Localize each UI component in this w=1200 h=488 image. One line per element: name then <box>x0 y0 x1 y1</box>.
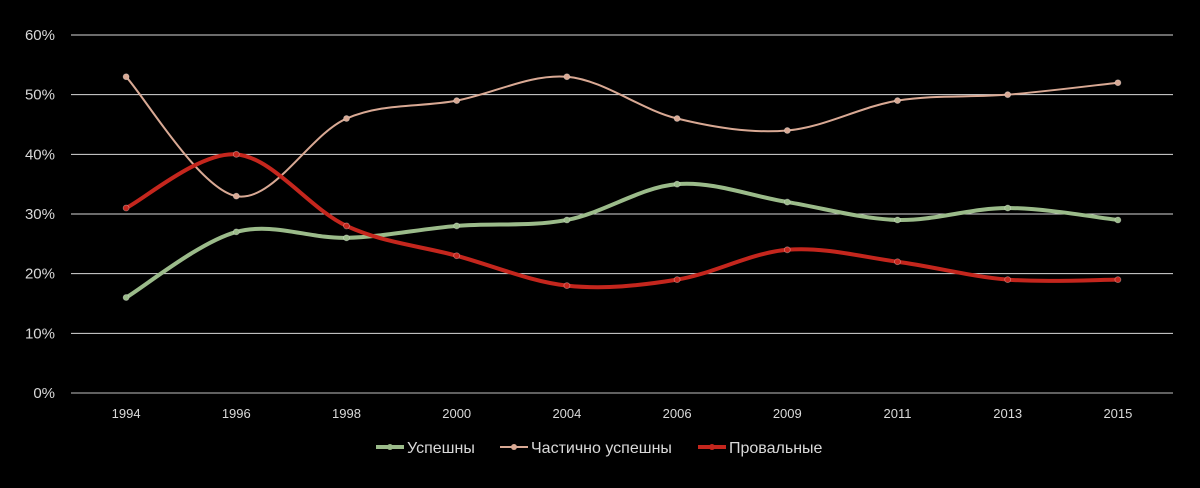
y-tick-label: 50% <box>25 87 55 104</box>
y-tick-label: 20% <box>25 266 55 283</box>
data-point <box>1114 79 1122 87</box>
legend-label: Успешны <box>407 440 475 457</box>
y-tick-label: 40% <box>25 146 55 163</box>
data-point <box>343 222 350 230</box>
legend-item: Успешны <box>376 440 475 457</box>
x-tick-label: 2009 <box>773 406 802 421</box>
data-point <box>1114 276 1122 284</box>
gridlines <box>71 34 1173 394</box>
y-tick-label: 10% <box>25 325 55 342</box>
data-point <box>783 127 791 134</box>
data-point <box>122 73 130 81</box>
x-tick-label: 2006 <box>663 406 692 421</box>
legend-item: Частично успешны <box>500 440 672 457</box>
data-point <box>894 258 901 266</box>
series-0 <box>122 180 1122 301</box>
data-point <box>783 246 791 254</box>
legend-label: Частично успешны <box>531 440 672 457</box>
x-tick-label: 2015 <box>1103 406 1132 421</box>
legend: Успешны Частично успешны Провальные <box>376 440 823 457</box>
legend-marker <box>387 444 393 450</box>
data-point <box>1004 276 1012 284</box>
legend-marker <box>511 444 517 450</box>
data-point <box>232 228 240 236</box>
x-tick-label: 1998 <box>332 406 361 421</box>
x-tick-label: 2004 <box>552 406 581 421</box>
data-point <box>343 234 350 242</box>
data-point <box>894 97 901 105</box>
data-point <box>122 294 130 301</box>
legend-label: Провальные <box>729 440 823 457</box>
x-tick-label: 1994 <box>112 406 141 421</box>
data-point <box>232 150 240 158</box>
data-point <box>783 198 791 206</box>
data-point <box>673 115 681 122</box>
y-tick-label: 60% <box>25 27 55 44</box>
data-point <box>563 216 571 224</box>
data-point <box>453 97 461 105</box>
data-point <box>453 252 461 260</box>
data-point <box>122 204 130 212</box>
data-point <box>894 216 901 224</box>
data-point <box>1004 204 1012 212</box>
series-line <box>124 181 1120 300</box>
x-tick-label: 2013 <box>993 406 1022 421</box>
series-2 <box>122 150 1122 290</box>
y-axis-ticks: 0% 10% 20% 30% 40% 50% 60% <box>25 27 55 402</box>
data-point <box>232 192 240 200</box>
y-tick-label: 30% <box>25 206 55 223</box>
data-point <box>673 180 681 188</box>
data-point <box>343 115 350 122</box>
data-point <box>1004 91 1012 99</box>
x-axis-ticks: 1994 1996 1998 2000 2004 2006 2009 2011 2013 2015 <box>112 406 1133 421</box>
data-point <box>563 282 571 290</box>
legend-marker <box>709 444 715 450</box>
y-tick-label: 0% <box>33 385 55 402</box>
data-point <box>673 276 681 284</box>
data-point <box>453 222 461 230</box>
legend-item: Провальные <box>698 440 823 457</box>
x-tick-label: 1996 <box>222 406 251 421</box>
series-line <box>124 152 1120 290</box>
x-tick-label: 2011 <box>884 406 912 421</box>
data-point <box>563 73 571 81</box>
series-line <box>125 75 1119 198</box>
x-tick-label: 2000 <box>442 406 471 421</box>
series-group <box>122 73 1122 301</box>
data-point <box>1114 216 1122 224</box>
series-1 <box>122 73 1122 200</box>
